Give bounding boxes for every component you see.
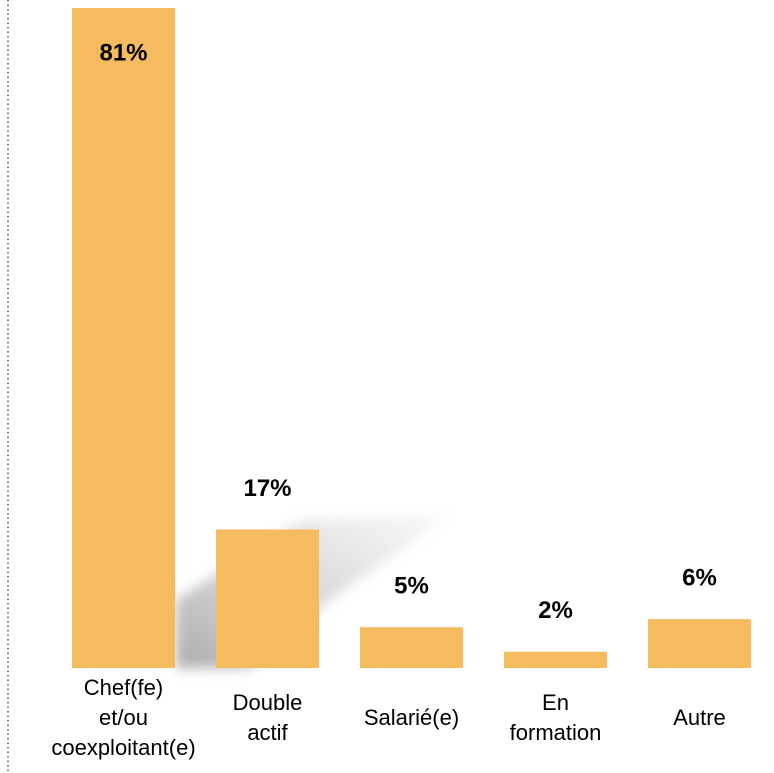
category-label-box: Salarié(e) [332, 668, 492, 768]
bar [504, 651, 607, 668]
value-label: 5% [394, 573, 429, 600]
x-tick-label: En formation [509, 690, 602, 745]
bar [360, 627, 463, 668]
category-label-box: Double actif [188, 668, 348, 768]
x-tick-label: Double actif [232, 690, 303, 745]
category-label-box: En formation [476, 668, 636, 768]
category-label-box: Autre [620, 668, 774, 768]
bar [648, 619, 751, 668]
category-label-box: Chef(fe) et/ou coexploitant(e) [44, 668, 204, 768]
x-tick-label: Autre [673, 705, 726, 730]
x-tick-label: Salarié(e) [363, 705, 460, 730]
x-tick-label: Chef(fe) et/ou coexploitant(e) [51, 675, 196, 760]
bar [72, 8, 175, 668]
value-label: 6% [682, 564, 717, 591]
value-label: 17% [243, 475, 291, 502]
value-label: 2% [538, 597, 573, 624]
value-label: 81% [99, 39, 147, 66]
bar [216, 529, 319, 668]
